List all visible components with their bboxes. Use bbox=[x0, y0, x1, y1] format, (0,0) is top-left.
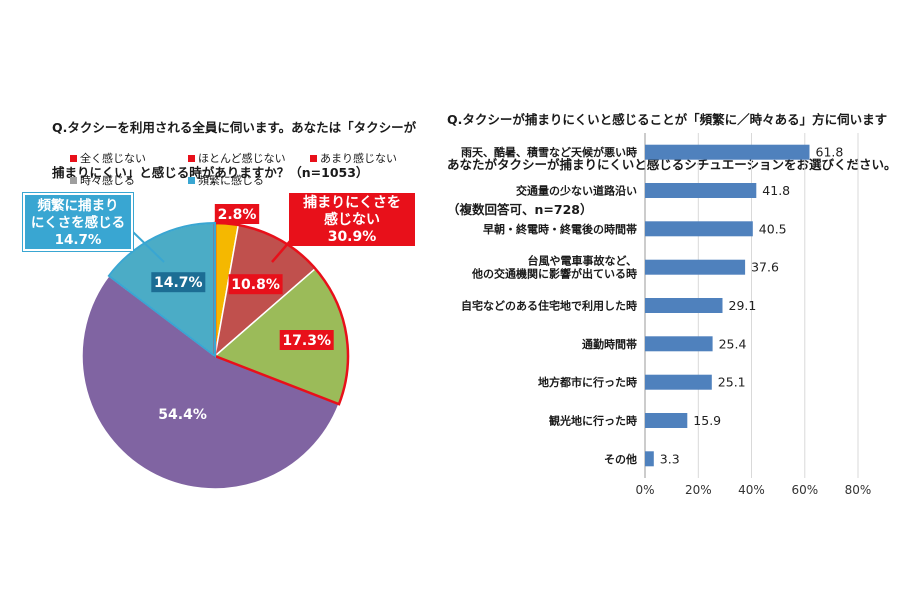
right-title-line-2: あなたがタクシーが捕まりにくいと感じるシチュエーションをお選びください。 bbox=[447, 157, 897, 172]
bar-3 bbox=[645, 221, 753, 237]
x-tick-label-1: 0% bbox=[635, 483, 654, 497]
x-tick-label-2: 20% bbox=[685, 483, 712, 497]
bar-7 bbox=[645, 374, 712, 390]
right-title-line-3: （複数回答可、n=728） bbox=[447, 202, 593, 217]
pie-group-outline-blue bbox=[107, 221, 216, 359]
callout-red-line-1: 捕まりにくさを bbox=[303, 195, 401, 211]
pie-value-label-5: 14.7% bbox=[154, 275, 203, 291]
bar-category-label-3: 早朝・終電時・終電後の時間帯 bbox=[483, 222, 637, 236]
bar-value-label-2: 41.8 bbox=[762, 183, 790, 198]
left-title-line-1: Q.タクシーを利用される全員に伺います。あなたは「タクシーが bbox=[52, 120, 417, 135]
legend-item-1: 全く感じない bbox=[70, 150, 146, 166]
x-tick-label-3: 40% bbox=[738, 483, 765, 497]
pie-group-outline-red bbox=[213, 221, 350, 406]
pie-value-label-4: 54.4% bbox=[158, 407, 207, 423]
bar-value-label-6: 25.4 bbox=[719, 336, 747, 351]
bar-6 bbox=[645, 336, 713, 352]
bar-category-label-1: 雨天、酷暑、積雪など天候が悪い時 bbox=[461, 145, 637, 159]
pie-callout-leaders bbox=[107, 221, 350, 406]
bar-value-label-5: 29.1 bbox=[729, 298, 757, 313]
left-title-line-2: 捕まりにくい」と感じる時がありますか？（n=1053） bbox=[52, 165, 369, 180]
bar-category-label-9: その他 bbox=[604, 452, 637, 466]
bar-category-label-8: 観光地に行った時 bbox=[549, 414, 637, 428]
legend-swatch-5 bbox=[188, 176, 195, 184]
leader-line-red bbox=[271, 239, 292, 263]
callout-red-line-2: 感じない bbox=[324, 212, 380, 228]
legend-swatch-2 bbox=[188, 154, 195, 162]
bar-category-label-4-line-1: 台風や電車事故など、 bbox=[528, 254, 637, 268]
bar-value-label-8: 15.9 bbox=[693, 413, 721, 428]
callout-not-hard-to-catch: 捕まりにくさを 感じない 30.9% bbox=[289, 193, 415, 246]
callout-blue-line-2: にくさを感じる bbox=[30, 215, 126, 231]
legend-label-4: 時々感じる bbox=[80, 174, 135, 187]
legend-item-3: あまり感じない bbox=[310, 150, 397, 166]
bar-4 bbox=[645, 259, 746, 275]
right-title-line-1: Q.タクシーが捕まりにくいと感じることが「頻繁に／時々ある」方に伺います bbox=[447, 112, 888, 127]
legend-label-5: 頻繁に感じる bbox=[198, 174, 264, 187]
legend-swatch-3 bbox=[310, 154, 317, 162]
bar-value-label-9: 3.3 bbox=[660, 451, 680, 466]
pie-value-label-3: 17.3% bbox=[282, 333, 331, 349]
bar-value-label-4: 37.6 bbox=[751, 260, 779, 275]
pie-value-label-1: 2.8% bbox=[218, 207, 257, 223]
bar-category-label-2: 交通量の少ない道路沿い bbox=[516, 184, 637, 198]
bar-chart: 0% 20% 40% 60% 80% 61.8 雨天、酷暑、積雪など天候が悪い時 41.8 交通… bbox=[461, 133, 871, 497]
bar-category-label-6: 通勤時間帯 bbox=[582, 337, 637, 351]
pie-value-label-2: 10.8% bbox=[231, 277, 280, 293]
x-tick-label-4: 60% bbox=[791, 483, 818, 497]
callout-red-line-3: 30.9% bbox=[327, 229, 377, 245]
bar-value-label-7: 25.1 bbox=[718, 375, 746, 390]
left-chart-title: Q.タクシーを利用される全員に伺います。あなたは「タクシーが 捕まりにくい」と感… bbox=[52, 90, 416, 195]
bar-1 bbox=[645, 144, 810, 160]
bar-category-label-7: 地方都市に行った時 bbox=[538, 375, 637, 389]
legend-label-1: 全く感じない bbox=[80, 152, 146, 165]
legend-swatch-1 bbox=[70, 154, 77, 162]
legend-swatch-4 bbox=[70, 176, 77, 184]
right-chart-title: Q.タクシーが捕まりにくいと感じることが「頻繁に／時々ある」方に伺います あなた… bbox=[447, 82, 897, 232]
bar-8 bbox=[645, 413, 688, 428]
legend-label-3: あまり感じない bbox=[320, 152, 397, 165]
bar-2 bbox=[645, 183, 757, 198]
callout-blue-line-3: 14.7% bbox=[54, 232, 102, 248]
x-tick-label-5: 80% bbox=[845, 483, 872, 497]
bar-value-label-1: 61.8 bbox=[816, 145, 844, 160]
legend-label-2: ほとんど感じない bbox=[198, 152, 286, 165]
pie-chart: 2.8% 10.8% 17.3% 54.4% 14.7% bbox=[81, 204, 349, 490]
pie-label-box-5 bbox=[151, 272, 206, 293]
legend-item-5: 頻繁に感じる bbox=[188, 172, 264, 188]
pie-label-box-3 bbox=[279, 330, 334, 350]
bar-category-label-4-line-2: 他の交通機関に影響が出ている時 bbox=[471, 267, 637, 281]
bar-9 bbox=[645, 451, 654, 467]
bar-value-label-3: 40.5 bbox=[759, 221, 787, 236]
pie-slice-4 bbox=[81, 274, 340, 490]
pie-label-box-1 bbox=[214, 204, 260, 224]
bar-5 bbox=[645, 298, 723, 313]
legend-item-2: ほとんど感じない bbox=[188, 150, 286, 166]
leader-line-blue bbox=[132, 231, 165, 263]
legend-item-4: 時々感じる bbox=[70, 172, 135, 188]
callout-blue-line-1: 頻繁に捕まり bbox=[37, 198, 119, 214]
pie-label-box-2 bbox=[228, 274, 283, 295]
callout-frequently-hard-to-catch: 頻繁に捕まり にくさを感じる 14.7% bbox=[22, 192, 134, 252]
bar-category-label-5: 自宅などのある住宅地で利用した時 bbox=[461, 299, 637, 313]
